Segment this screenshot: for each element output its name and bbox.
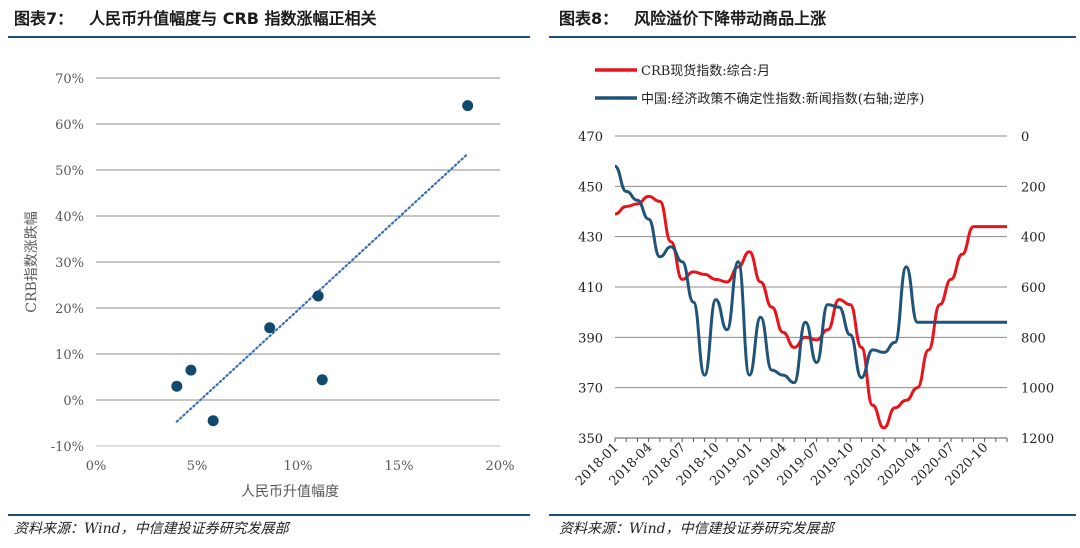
scatter-point (171, 380, 183, 392)
line-y-right-tick-label: 1200 (1021, 432, 1054, 447)
scatter-point (264, 322, 276, 334)
scatter-x-tick-label: 10% (284, 459, 313, 474)
line-y-right-tick-label: 400 (1021, 231, 1046, 246)
right-source-note: 资料来源：Wind，中信建投证券研究发展部 (559, 521, 834, 537)
scatter-y-tick-label: 70% (55, 72, 84, 87)
scatter-y-tick-label: 30% (55, 256, 84, 271)
scatter-point (462, 100, 474, 112)
scatter-point (312, 290, 324, 302)
line-y-left-tick-label: 430 (578, 231, 603, 246)
scatter-y-tick-label: 10% (55, 348, 84, 363)
right-figure-title-text: 风险溢价下降带动商品上涨 (634, 9, 827, 28)
line-y-right-tick-label: 800 (1021, 331, 1046, 346)
left-bottom-rule (8, 514, 530, 516)
left-figure-panel: 图表7： 人民币升值幅度与 CRB 指数涨幅正相关 -10% 0% 10% 20% 30%… (8, 6, 530, 537)
scatter-x-tick-label: 0% (86, 459, 107, 474)
line-y-left-tick-label: 350 (578, 432, 603, 447)
scatter-point (185, 364, 197, 376)
scatter-y-tick-label: 50% (55, 164, 84, 179)
left-figure-title: 图表7： 人民币升值幅度与 CRB 指数涨幅正相关 (14, 6, 377, 32)
scatter-point (316, 374, 328, 386)
scatter-y-tick-label: 40% (55, 210, 84, 225)
scatter-x-axis-title: 人民币升值幅度 (241, 484, 339, 500)
scatter-x-tick-label: 5% (187, 459, 208, 474)
scatter-y-tick-label: -10% (51, 440, 84, 455)
scatter-y-tick-label: 20% (55, 302, 84, 317)
scatter-point (207, 415, 219, 427)
right-figure-title: 图表8： 风险溢价下降带动商品上涨 (559, 6, 826, 32)
scatter-y-axis-title: CRB指数涨跌幅 (24, 211, 40, 313)
scatter-x-tick-label: 20% (486, 459, 515, 474)
scatter-y-tick-label: 60% (55, 118, 84, 133)
line-y-left-tick-label: 370 (578, 382, 603, 397)
line-y-left-tick-label: 410 (578, 281, 603, 296)
line-y-left-tick-label: 390 (578, 331, 603, 346)
line-y-right-tick-label: 1000 (1021, 382, 1054, 397)
left-top-rule (8, 36, 530, 38)
crb-series-line (614, 194, 1007, 430)
legend-label: CRB现货指数:综合:月 (641, 63, 770, 79)
legend-label: 中国:经济政策不确定性指数:新闻指数(右轴;逆序) (641, 91, 924, 107)
left-figure-title-text: 人民币升值幅度与 CRB 指数涨幅正相关 (89, 9, 377, 28)
line-y-left-tick-label: 450 (578, 180, 603, 195)
epu-series-line (614, 164, 1007, 385)
line-chart: CRB现货指数:综合:月中国:经济政策不确定性指数:新闻指数(右轴;逆序) 470… (573, 63, 1054, 489)
left-source-note: 资料来源：Wind，中信建投证券研究发展部 (14, 521, 289, 537)
scatter-x-tick-label: 15% (385, 459, 414, 474)
line-y-right-tick-label: 200 (1021, 180, 1046, 195)
right-figure-panel: 图表8： 风险溢价下降带动商品上涨 CRB现货指数:综合:月中国:经济政策不确定性… (545, 0, 1080, 548)
right-top-rule (549, 36, 1076, 38)
left-figure-number: 图表7： (14, 9, 74, 28)
line-y-right-tick-label: 0 (1021, 130, 1029, 145)
scatter-y-tick-label: 0% (63, 394, 84, 409)
right-figure-number: 图表8： (559, 9, 619, 28)
scatter-chart: -10%0%10%20%30%40%50%60%70%0% 5% 10% 15% 20%… (24, 72, 515, 500)
line-y-left-tick-label: 470 (578, 130, 603, 145)
scatter-trendline (175, 152, 469, 423)
right-bottom-rule (549, 514, 1076, 516)
line-y-right-tick-label: 600 (1021, 281, 1046, 296)
